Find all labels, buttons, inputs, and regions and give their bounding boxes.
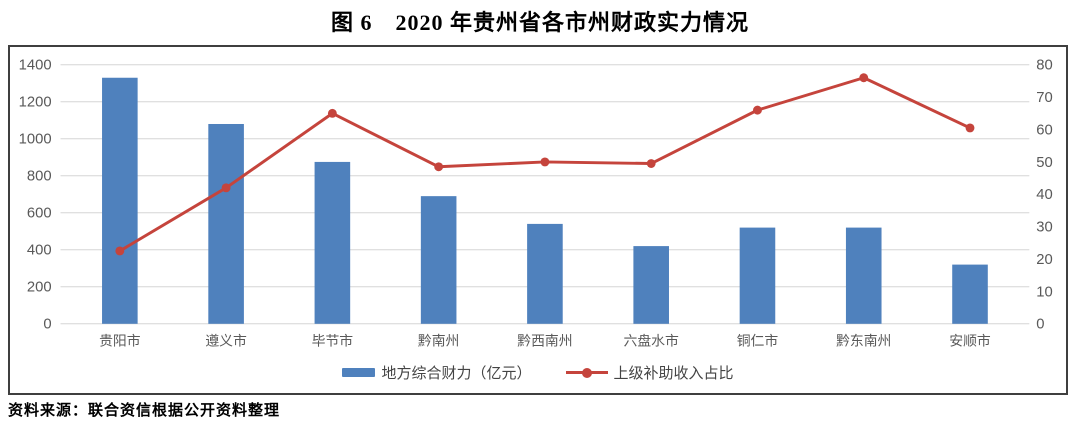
right-axis-tick: 60: [1036, 122, 1052, 138]
line-marker[interactable]: [753, 105, 762, 115]
right-axis-tick: 0: [1036, 317, 1044, 333]
right-axis-tick: 40: [1036, 187, 1052, 203]
line-marker[interactable]: [221, 183, 231, 193]
category-label: 毕节市: [312, 333, 354, 349]
category-label: 遵义市: [205, 333, 247, 349]
line-marker[interactable]: [115, 246, 125, 256]
category-label: 贵阳市: [99, 333, 141, 349]
line-marker[interactable]: [540, 157, 550, 167]
left-axis-tick: 200: [27, 280, 52, 296]
right-axis-tick: 20: [1036, 252, 1052, 268]
category-label: 黔南州: [418, 333, 459, 349]
right-axis-tick: 10: [1036, 284, 1052, 300]
source-note: 资料来源：联合资信根据公开资料整理: [8, 403, 281, 419]
chart-plot: 0 200 400 600 800 1000 1200 1400 0 10 20 30 40 50 60 70…: [19, 58, 1053, 349]
category-label: 黔西南州: [517, 333, 572, 349]
category-label: 安顺市: [949, 333, 991, 349]
bar[interactable]: [739, 227, 776, 324]
line-marker[interactable]: [859, 73, 869, 83]
bar[interactable]: [845, 227, 882, 324]
chart-title: 图 6 2020 年贵州省各市州财政实力情况: [330, 10, 749, 35]
bar[interactable]: [952, 264, 988, 324]
left-axis-tick: 0: [43, 317, 51, 333]
bar[interactable]: [633, 246, 669, 324]
right-axis-tick: 30: [1036, 220, 1052, 236]
left-axis-tick: 1400: [19, 58, 52, 74]
left-axis-tick: 800: [27, 169, 52, 185]
chart-area: 0 200 400 600 800 1000 1200 1400 0 10 20 30 40 50 60 70…: [8, 45, 1068, 395]
left-axis-tick: 1000: [19, 132, 52, 148]
category-label: 六盘水市: [624, 333, 679, 349]
right-axis-tick: 80: [1036, 58, 1052, 74]
left-axis-tick: 1200: [19, 95, 52, 111]
bar[interactable]: [527, 223, 563, 324]
line-marker[interactable]: [327, 108, 337, 118]
bar[interactable]: [314, 161, 351, 324]
line-marker[interactable]: [965, 123, 975, 133]
line-series-swatch-icon: [565, 367, 608, 378]
line-marker[interactable]: [646, 159, 656, 168]
line-marker-dot-icon: [581, 367, 592, 378]
legend-item-bar-series[interactable]: 地方综合财力（亿元）: [342, 362, 532, 383]
category-label: 铜仁市: [737, 333, 779, 349]
legend-label-bar-series: 地方综合财力（亿元）: [381, 365, 532, 382]
left-axis-tick: 400: [27, 243, 52, 259]
chart-legend: 地方综合财力（亿元） 上级补助收入占比: [10, 362, 1066, 383]
bar-series-swatch-icon: [342, 368, 376, 377]
right-axis-tick: 70: [1036, 90, 1052, 106]
bar[interactable]: [420, 196, 457, 324]
right-axis-tick: 50: [1036, 155, 1052, 171]
bar[interactable]: [208, 123, 244, 324]
line-marker[interactable]: [434, 162, 444, 172]
bar[interactable]: [102, 77, 138, 324]
left-axis-tick: 600: [27, 206, 52, 222]
category-label: 黔东南州: [836, 333, 891, 349]
legend-label-line-series: 上级补助收入占比: [613, 365, 734, 382]
legend-item-line-series[interactable]: 上级补助收入占比: [565, 362, 734, 383]
